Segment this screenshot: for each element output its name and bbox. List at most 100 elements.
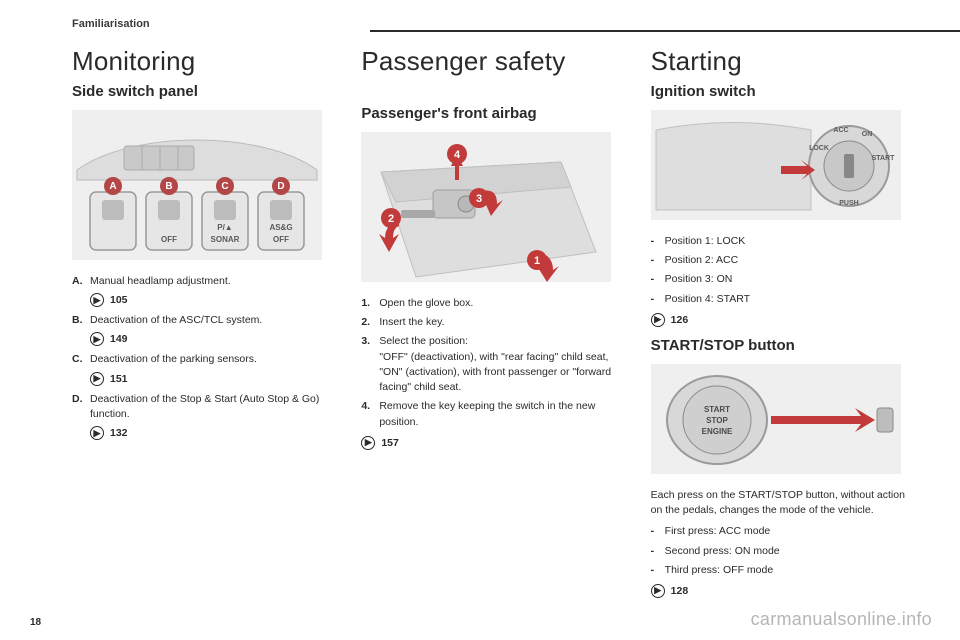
airbag-page-ref: ▶ 157 xyxy=(361,436,622,450)
monitoring-title: Monitoring xyxy=(72,46,333,77)
airbag-step: 4.Remove the key keeping the switch in t… xyxy=(361,399,622,429)
item-text: Deactivation of the Stop & Start (Auto S… xyxy=(90,392,333,422)
start-stop-presses: -First press: ACC mode-Second press: ON … xyxy=(651,524,912,578)
airbag-step: 3.Select the position:"OFF" (deactivatio… xyxy=(361,334,622,395)
svg-text:B: B xyxy=(165,181,172,192)
svg-text:2: 2 xyxy=(388,213,394,225)
start-stop-button-title: START/STOP button xyxy=(651,337,912,354)
side-switch-panel-title: Side switch panel xyxy=(72,83,333,100)
page-number: 18 xyxy=(30,617,41,628)
svg-text:OFF: OFF xyxy=(273,235,289,244)
dash-label: - xyxy=(651,234,665,249)
svg-text:STOP: STOP xyxy=(706,416,728,425)
svg-text:START: START xyxy=(704,405,730,414)
start-stop-figure: START STOP ENGINE xyxy=(651,364,901,474)
start-stop-desc: Each press on the START/STOP button, wit… xyxy=(651,488,912,518)
passenger-safety-title: Passenger safety xyxy=(361,46,622,77)
press-mode: -First press: ACC mode xyxy=(651,524,912,539)
svg-text:A: A xyxy=(109,181,116,192)
airbag-steps: 1.Open the glove box.2.Insert the key.3.… xyxy=(361,296,622,430)
page-ref-icon: ▶ xyxy=(651,584,665,598)
svg-text:START: START xyxy=(871,155,895,162)
dash-label: - xyxy=(651,524,665,539)
header-rule xyxy=(370,30,960,32)
press-text: Third press: OFF mode xyxy=(665,563,912,578)
section-header: Familiarisation xyxy=(72,18,912,30)
item-label: A. xyxy=(72,274,90,289)
switch-panel-page-ref: ▶ 149 xyxy=(90,332,333,346)
item-text: Manual headlamp adjustment. xyxy=(90,274,333,289)
ignition-page-ref: ▶ 126 xyxy=(651,313,912,327)
item-label: B. xyxy=(72,313,90,328)
airbag-step: 2.Insert the key. xyxy=(361,315,622,330)
svg-text:P/▲: P/▲ xyxy=(217,223,232,232)
step-text: Insert the key. xyxy=(379,315,622,330)
svg-text:SONAR: SONAR xyxy=(211,235,240,244)
switch-panel-item: D.Deactivation of the Stop & Start (Auto… xyxy=(72,392,333,422)
item-label: C. xyxy=(72,352,90,367)
position-text: Position 2: ACC xyxy=(665,253,912,268)
switch-panel-item: C.Deactivation of the parking sensors. xyxy=(72,352,333,367)
ignition-ref-number: 126 xyxy=(671,314,689,326)
position-text: Position 3: ON xyxy=(665,272,912,287)
step-text: Remove the key keeping the switch in the… xyxy=(379,399,622,429)
step-label: 2. xyxy=(361,315,379,330)
item-text: Deactivation of the parking sensors. xyxy=(90,352,333,367)
side-switch-panel-figure: A B OFF C P/▲ SONAR D AS&G OFF xyxy=(72,110,322,260)
ignition-position: -Position 2: ACC xyxy=(651,253,912,268)
airbag-ref-number: 157 xyxy=(381,437,399,449)
position-text: Position 4: START xyxy=(665,292,912,307)
watermark: carmanualsonline.info xyxy=(751,609,932,630)
passenger-airbag-figure: 1234 xyxy=(361,132,611,282)
page-ref-number: 151 xyxy=(110,373,128,385)
ignition-switch-figure: LOCK ACC ON START PUSH xyxy=(651,110,901,220)
ignition-position: -Position 3: ON xyxy=(651,272,912,287)
svg-text:PUSH: PUSH xyxy=(839,200,858,207)
press-text: Second press: ON mode xyxy=(665,544,912,559)
col-passenger-safety: Passenger safety Passenger's front airba… xyxy=(361,46,622,608)
columns: Monitoring Side switch panel A B OFF C P/▲ SO… xyxy=(72,46,912,608)
svg-text:AS&G: AS&G xyxy=(269,223,292,232)
dash-label: - xyxy=(651,563,665,578)
position-text: Position 1: LOCK xyxy=(665,234,912,249)
svg-text:D: D xyxy=(277,181,284,192)
press-text: First press: ACC mode xyxy=(665,524,912,539)
dash-label: - xyxy=(651,544,665,559)
col-starting: Starting Ignition switch LOCK ACC ON START P… xyxy=(651,46,912,608)
ignition-switch-title: Ignition switch xyxy=(651,83,912,100)
item-text: Deactivation of the ASC/TCL system. xyxy=(90,313,333,328)
page-ref-icon: ▶ xyxy=(90,372,104,386)
press-mode: -Second press: ON mode xyxy=(651,544,912,559)
press-mode: -Third press: OFF mode xyxy=(651,563,912,578)
passenger-front-airbag-title: Passenger's front airbag xyxy=(361,105,622,122)
dash-label: - xyxy=(651,272,665,287)
page-ref-icon: ▶ xyxy=(90,426,104,440)
page-ref-icon: ▶ xyxy=(90,332,104,346)
item-label: D. xyxy=(72,392,90,422)
dash-label: - xyxy=(651,292,665,307)
svg-text:LOCK: LOCK xyxy=(809,145,829,152)
switch-panel-items: A.Manual headlamp adjustment.▶105B.Deact… xyxy=(72,274,333,440)
svg-text:ENGINE: ENGINE xyxy=(701,427,732,436)
switch-panel-item: B.Deactivation of the ASC/TCL system. xyxy=(72,313,333,328)
page-ref-number: 105 xyxy=(110,294,128,306)
svg-text:3: 3 xyxy=(476,193,482,205)
step-label: 3. xyxy=(361,334,379,395)
page-ref-number: 149 xyxy=(110,333,128,345)
start-stop-page-ref: ▶ 128 xyxy=(651,584,912,598)
svg-text:ACC: ACC xyxy=(833,127,848,134)
start-stop-ref-number: 128 xyxy=(671,585,689,597)
ignition-position: -Position 4: START xyxy=(651,292,912,307)
svg-text:C: C xyxy=(221,181,228,192)
page-ref-icon: ▶ xyxy=(651,313,665,327)
page: Familiarisation Monitoring Side switch p… xyxy=(0,0,960,640)
ignition-positions: -Position 1: LOCK-Position 2: ACC-Positi… xyxy=(651,234,912,307)
step-label: 4. xyxy=(361,399,379,429)
starting-title: Starting xyxy=(651,46,912,77)
page-ref-icon: ▶ xyxy=(90,293,104,307)
svg-text:OFF: OFF xyxy=(161,235,177,244)
svg-text:ON: ON xyxy=(861,131,872,138)
ignition-position: -Position 1: LOCK xyxy=(651,234,912,249)
step-text: Select the position:"OFF" (deactivation)… xyxy=(379,334,622,395)
switch-panel-page-ref: ▶ 105 xyxy=(90,293,333,307)
